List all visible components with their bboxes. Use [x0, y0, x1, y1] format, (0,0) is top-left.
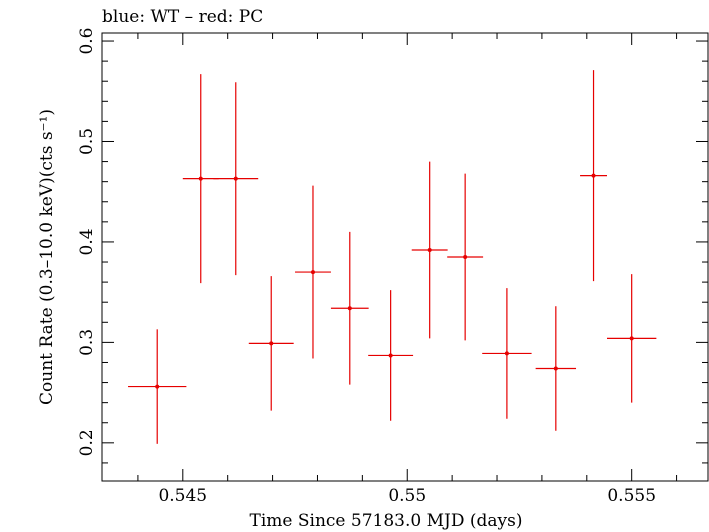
data-point — [580, 70, 607, 282]
point-marker — [504, 351, 509, 356]
point-marker — [591, 173, 596, 178]
plot-frame — [101, 32, 709, 482]
point-marker — [629, 336, 634, 341]
data-point — [482, 288, 532, 419]
data-point — [607, 274, 657, 403]
data-points — [128, 70, 657, 444]
data-point — [535, 306, 577, 431]
y-axis-label: Count Rate (0.3–10.0 keV)(cts s⁻¹) — [37, 109, 57, 405]
data-point — [128, 329, 187, 444]
x-tick-label: 0.545 — [158, 486, 207, 506]
data-point — [248, 276, 294, 411]
point-marker — [198, 176, 203, 181]
data-point — [447, 173, 484, 341]
data-point — [182, 74, 219, 284]
y-tick-label: 0.6 — [77, 28, 97, 55]
y-tick-label: 0.2 — [77, 429, 97, 456]
y-tick-label: 0.3 — [77, 329, 97, 356]
y-tick-label: 0.4 — [77, 228, 97, 255]
x-tick-label: 0.55 — [388, 486, 426, 506]
x-axis-label: Time Since 57183.0 MJD (days) — [250, 511, 523, 531]
point-marker — [155, 384, 160, 389]
point-marker — [269, 341, 274, 346]
point-marker — [388, 353, 393, 358]
point-marker — [553, 366, 558, 371]
point-marker — [233, 176, 238, 181]
x-tick-label: 0.555 — [607, 486, 656, 506]
data-point — [411, 161, 448, 339]
point-marker — [347, 306, 352, 311]
data-point — [213, 82, 259, 276]
axis-ticks — [102, 33, 708, 481]
data-point — [295, 185, 331, 359]
axis-tick-labels: 0.545 0.55 0.555 0.2 0.3 0.4 0.5 0.6 — [77, 28, 656, 506]
data-point — [330, 231, 369, 385]
y-tick-label: 0.5 — [77, 128, 97, 155]
point-marker — [310, 270, 315, 275]
chart-title: blue: WT – red: PC — [102, 7, 263, 27]
data-point — [368, 290, 414, 421]
point-marker — [427, 247, 432, 252]
point-marker — [463, 255, 468, 259]
